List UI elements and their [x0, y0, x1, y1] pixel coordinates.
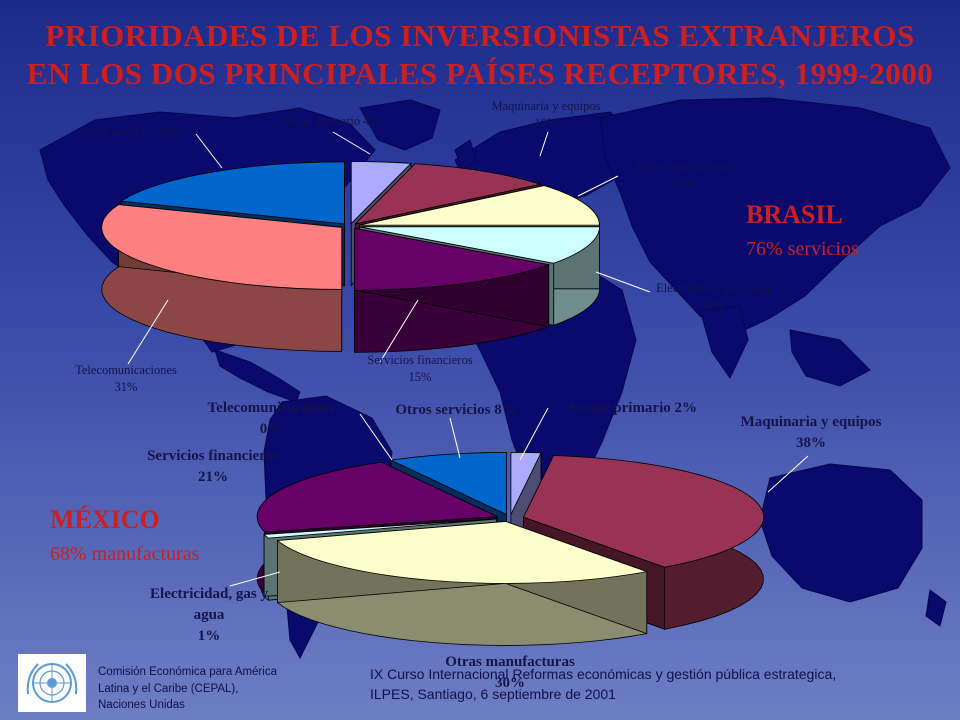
pie-slice-sector-primario — [510, 451, 542, 515]
footer-organization: Comisión Económica para América Latina y… — [98, 666, 277, 712]
leader-line — [229, 571, 281, 587]
brasil-subtitle: 76% servicios — [746, 238, 859, 260]
label-brasil-telecomunicaciones: Telecomunicaciones 31% — [75, 363, 177, 394]
pie-slice-servicios-financieros — [256, 461, 499, 533]
map-southeast-asia — [789, 329, 871, 387]
leader-line — [359, 413, 393, 461]
pie-slice-servicios-financieros — [354, 227, 551, 291]
pie-slice-telecomunicaciones — [101, 204, 343, 290]
label-brasil-electricidad: Electricidad, gas y agu 10% — [656, 281, 770, 312]
leader-line — [767, 455, 809, 493]
label-mexico-servicios-financieros: Servicios financieros 21% — [147, 448, 279, 485]
label-mexico-sector-primario: Sector primario 2% — [568, 400, 698, 416]
label-mexico-otros-servicios: Otros servicios 8% — [395, 402, 517, 418]
label-mexico-otras-manufacturas: Otras manufacturas 30% — [445, 654, 575, 691]
pie-slice-maquinaria-y-equipos — [523, 455, 764, 568]
mexico-subtitle: 68% manufacturas — [50, 543, 200, 565]
leader-line — [539, 131, 549, 157]
map-uk — [454, 139, 477, 171]
label-brasil-otras-manufacturas: Otras manufacturas 11% — [636, 159, 734, 190]
map-central-america — [214, 349, 301, 403]
un-logo — [18, 654, 86, 712]
footer-course: IX Curso Internacional Reformas económic… — [370, 666, 837, 703]
leader-line — [127, 299, 169, 365]
leader-line — [595, 271, 651, 293]
pie-slice-otras-manufacturas — [276, 521, 649, 584]
label-brasil-maquinaria: Maquinaria y equipos 10% — [491, 99, 601, 130]
pie-slice-electricidad-gas-y-agu — [359, 226, 600, 264]
un-emblem-icon — [26, 663, 78, 703]
pie-slice-electricidad-gas-y-agua — [263, 518, 497, 539]
pie-slice-maquinaria-y-equipos — [354, 163, 542, 225]
brasil-pie — [101, 161, 600, 353]
leader-line — [577, 175, 619, 197]
page-title-line1: PRIORIDADES DE LOS INVERSIONISTAS EXTRAN… — [45, 18, 915, 53]
label-brasil-otros-servicios: Otros servicios 19% — [80, 125, 182, 139]
pie-slice-otros-servicios — [120, 161, 345, 225]
page-title-line2: EN LOS DOS PRINCIPALES PAÍSES RECEPTORES… — [26, 56, 934, 91]
leader-line — [379, 299, 419, 363]
map-india — [699, 305, 749, 379]
leader-line — [332, 131, 371, 155]
mexico-pie — [256, 451, 764, 646]
leader-line — [449, 417, 461, 459]
map-asia — [599, 97, 951, 335]
label-mexico-telecomunicaciones: Telecomunicaciones 0% — [207, 400, 335, 437]
map-greenland — [359, 99, 441, 151]
mexico-heading: MÉXICO — [50, 505, 160, 534]
pie-slice-otros-servicios — [389, 452, 507, 516]
label-brasil-sector-primario: Sector primario 4% — [282, 114, 380, 128]
map-australia — [759, 463, 923, 603]
leader-line — [195, 133, 223, 169]
brasil-heading: BRASIL — [746, 200, 843, 229]
leader-line — [519, 407, 549, 461]
label-mexico-maquinaria: Maquinaria y equipos 38% — [740, 414, 882, 451]
label-mexico-electricidad: Electricidad, gas y agua 1% — [150, 586, 268, 644]
label-brasil-servicios-financieros: Servicios financieros 15% — [367, 353, 473, 384]
pie-slice-otras-manufacturas — [359, 185, 600, 226]
pie-slice-sector-primario — [350, 161, 412, 225]
map-new-zealand — [925, 589, 947, 627]
